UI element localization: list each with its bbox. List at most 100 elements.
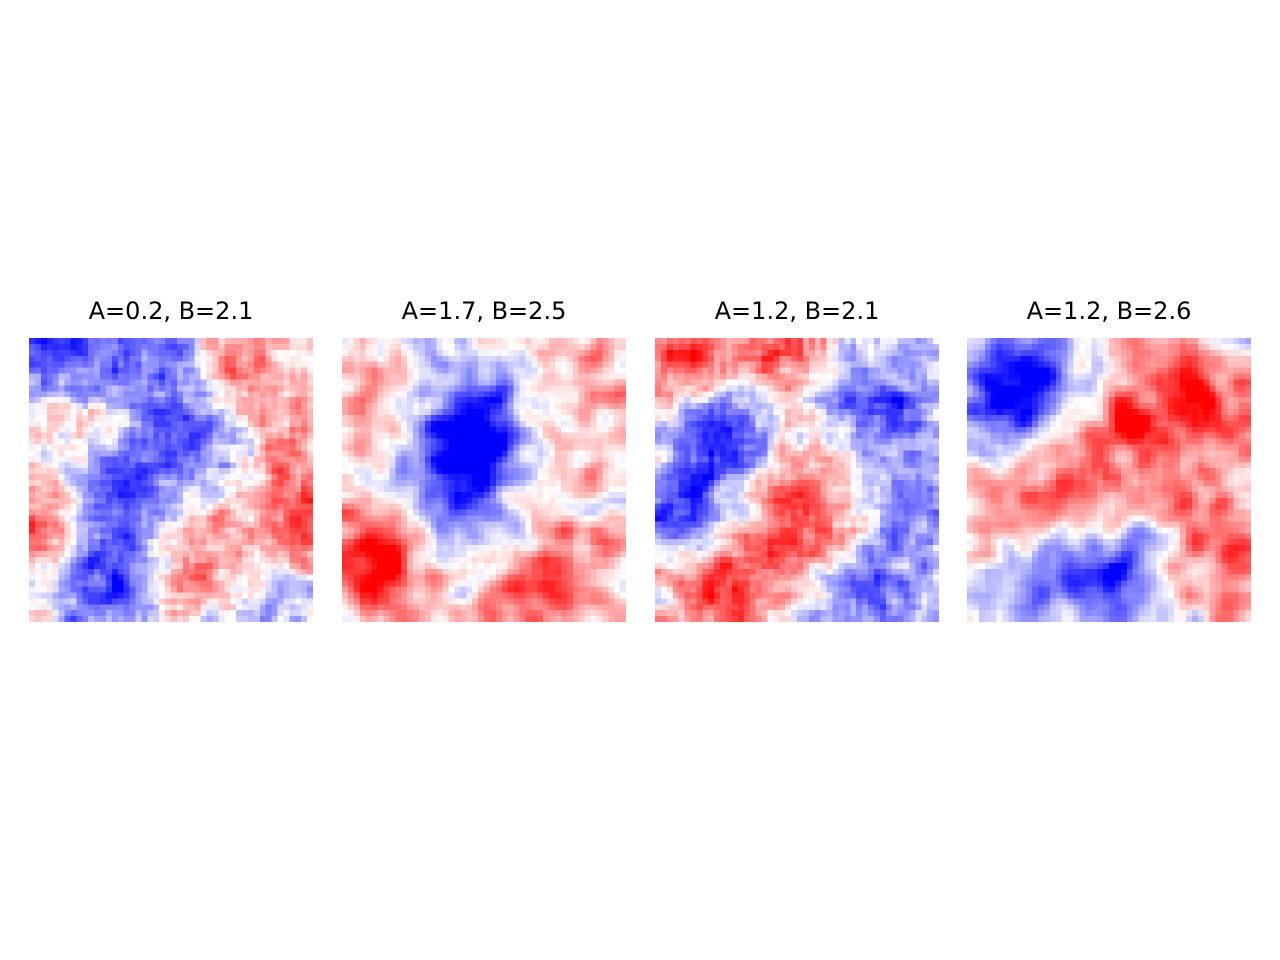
heatmap-cell	[549, 450, 556, 457]
heatmap-cell	[377, 438, 384, 445]
heatmap-cell	[383, 545, 390, 552]
heatmap-cell	[301, 521, 308, 528]
heatmap-cell	[141, 598, 148, 605]
heatmap-cell	[549, 592, 556, 599]
heatmap-cell	[82, 349, 89, 356]
heatmap-cell	[513, 533, 520, 540]
heatmap-cell	[460, 444, 467, 451]
heatmap-cell	[147, 414, 154, 421]
heatmap-cell	[472, 604, 479, 611]
heatmap-cell	[253, 379, 260, 386]
heatmap-cell	[395, 616, 402, 622]
heatmap-cell	[466, 450, 473, 457]
heatmap-cell	[224, 391, 231, 398]
heatmap-cell	[466, 533, 473, 540]
heatmap-cell	[64, 586, 71, 593]
heatmap-cell	[40, 515, 47, 522]
heatmap-cell	[442, 539, 449, 546]
heatmap-cell	[690, 338, 697, 345]
heatmap-cell	[188, 551, 195, 558]
heatmap-cell	[791, 373, 798, 380]
heatmap-cell	[88, 343, 95, 350]
heatmap-cell	[620, 509, 626, 516]
heatmap-cell	[495, 580, 502, 587]
heatmap-cell	[129, 414, 136, 421]
heatmap-cell	[171, 373, 178, 380]
heatmap-cell	[218, 343, 225, 350]
heatmap-cell	[271, 349, 278, 356]
heatmap-cell	[277, 409, 284, 416]
heatmap-cell	[111, 604, 118, 611]
heatmap-cell	[100, 338, 107, 345]
heatmap-cell	[188, 462, 195, 469]
heatmap-cell	[153, 497, 160, 504]
heatmap-cell	[726, 343, 733, 350]
heatmap-cell	[543, 426, 550, 433]
heatmap-cell	[371, 592, 378, 599]
heatmap-cell	[212, 480, 219, 487]
heatmap-cell	[507, 367, 514, 374]
heatmap-cell	[147, 527, 154, 534]
heatmap-cell	[283, 604, 290, 611]
heatmap-cell	[52, 373, 59, 380]
heatmap-cell	[755, 349, 762, 356]
heatmap-cell	[495, 361, 502, 368]
heatmap-cell	[40, 420, 47, 427]
heatmap-cell	[525, 598, 532, 605]
heatmap-cell	[832, 338, 839, 345]
heatmap-cell	[123, 551, 130, 558]
heatmap-cell	[242, 509, 249, 516]
heatmap-cell	[359, 485, 366, 492]
heatmap-cell	[472, 397, 479, 404]
heatmap-cell	[176, 462, 183, 469]
heatmap-cell	[105, 414, 112, 421]
heatmap-cell	[347, 385, 354, 392]
heatmap-cell	[489, 568, 496, 575]
heatmap-cell	[377, 610, 384, 617]
heatmap-cell	[247, 420, 254, 427]
heatmap-cell	[407, 367, 414, 374]
heatmap-cell	[454, 462, 461, 469]
heatmap-cell	[478, 391, 485, 398]
heatmap-cell	[413, 409, 420, 416]
heatmap-cell	[466, 580, 473, 587]
heatmap-cell	[182, 361, 189, 368]
heatmap-cell	[141, 409, 148, 416]
heatmap-cell	[206, 509, 213, 516]
heatmap-cell	[165, 403, 172, 410]
heatmap-cell	[46, 438, 53, 445]
heatmap-cell	[608, 515, 615, 522]
heatmap-cell	[365, 361, 372, 368]
heatmap-cell	[29, 509, 36, 516]
heatmap-cell	[584, 515, 591, 522]
heatmap-cell	[29, 539, 36, 546]
heatmap-cell	[117, 562, 124, 569]
heatmap-cell	[714, 367, 721, 374]
heatmap-cell	[141, 450, 148, 457]
heatmap-cell	[88, 610, 95, 617]
heatmap-cell	[466, 355, 473, 362]
heatmap-cell	[531, 414, 538, 421]
heatmap-cell	[442, 616, 449, 622]
heatmap-cell	[76, 586, 83, 593]
heatmap-cell	[791, 355, 798, 362]
heatmap-cell	[76, 385, 83, 392]
heatmap-cell	[484, 580, 491, 587]
heatmap-cell	[342, 438, 349, 445]
heatmap-cell	[76, 598, 83, 605]
heatmap-cell	[194, 598, 201, 605]
heatmap-cell	[395, 527, 402, 534]
heatmap-cell	[58, 604, 65, 611]
heatmap-cell	[307, 367, 313, 374]
heatmap-cell	[915, 379, 922, 386]
heatmap-cell	[153, 527, 160, 534]
heatmap-cell	[472, 373, 479, 380]
heatmap-cell	[265, 610, 272, 617]
heatmap-cell	[549, 403, 556, 410]
heatmap-cell	[507, 432, 514, 439]
heatmap-cell	[342, 598, 349, 605]
heatmap-cell	[212, 562, 219, 569]
heatmap-cell	[395, 539, 402, 546]
heatmap-cell	[353, 574, 360, 581]
heatmap-cell	[70, 485, 77, 492]
